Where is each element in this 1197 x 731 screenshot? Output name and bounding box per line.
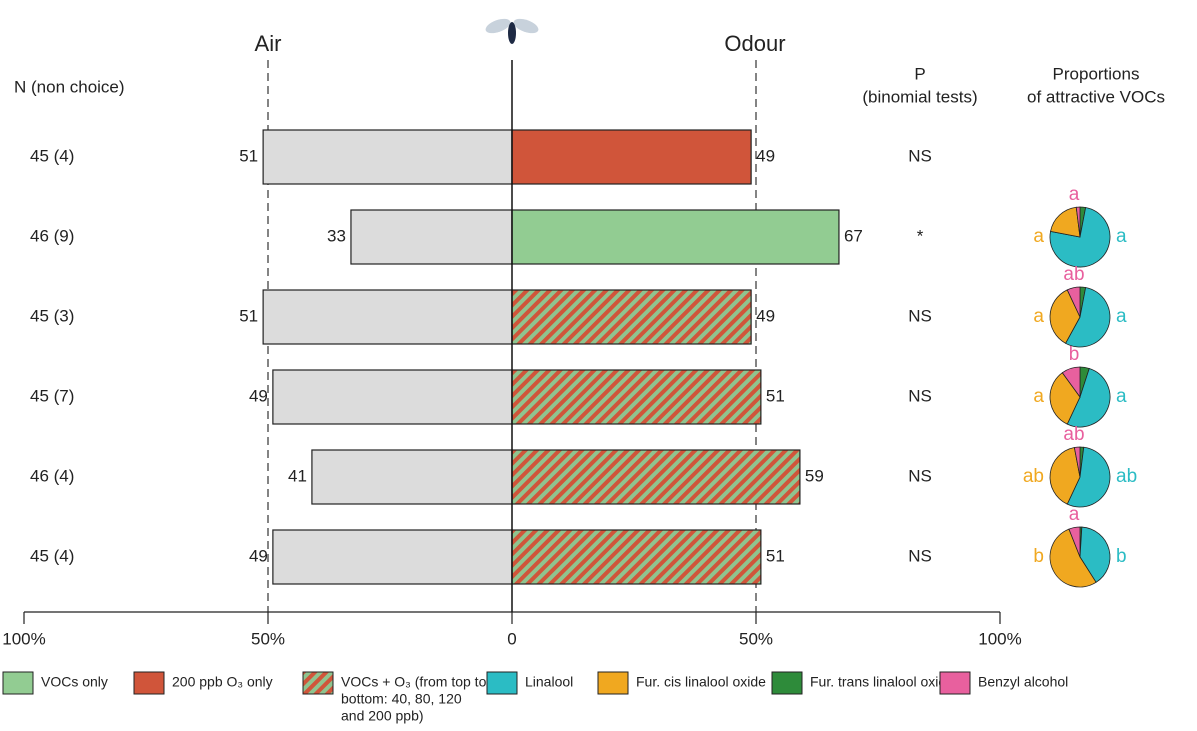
legend-label: VOCs + O₃ (from top to [341,674,487,690]
value-label: 49 [249,546,268,565]
row-label: 45 (4) [30,546,74,565]
bar [311,449,513,505]
bar [272,369,513,425]
n-header: N (non choice) [14,77,125,96]
value-label: 51 [239,146,258,165]
significance-letter: ab [1023,466,1044,487]
significance-letter: a [1116,226,1127,247]
odour-label: Odour [724,31,785,56]
value-label: 67 [844,226,863,245]
significance-letter: a [1033,306,1044,327]
legend-swatch [2,671,34,695]
pie-slice [1049,528,1097,588]
pie-slice [1066,286,1081,318]
value-label: 49 [756,146,775,165]
legend-label: bottom: 40, 80, 120 [341,691,462,707]
pie-header: of attractive VOCs [1027,87,1165,106]
bar [511,289,752,345]
significance-letter: b [1033,546,1044,567]
p-value: NS [908,386,932,405]
legend-swatch [486,671,518,695]
x-tick-label: 100% [978,629,1021,648]
significance-letter: b [1069,344,1080,365]
legend-label: Linalool [525,674,573,690]
significance-letter: b [1116,546,1127,567]
legend-label: Benzyl alcohol [978,674,1068,690]
pie-slice [1049,372,1081,425]
pie-slice [1066,367,1111,428]
bar [511,369,762,425]
value-label: 51 [766,386,785,405]
significance-letter: ab [1063,264,1084,285]
x-tick-label: 0 [507,629,516,648]
significance-letter: ab [1116,466,1137,487]
bar [511,129,752,185]
value-label: 41 [288,466,307,485]
significance-letter: a [1069,184,1080,205]
legend-label: Fur. trans linalool oxide [810,674,954,690]
bar [511,449,801,505]
row-label: 45 (3) [30,306,74,325]
fly-icon [485,18,539,44]
p-value: NS [908,146,932,165]
row-label: 46 (9) [30,226,74,245]
row-label: 45 (4) [30,146,74,165]
pie-slice [1049,289,1081,344]
significance-letter: a [1116,386,1127,407]
legend-label: 200 ppb O₃ only [172,674,273,690]
p-value: NS [908,466,932,485]
p-header: P [914,64,925,83]
x-tick-label: 50% [251,629,285,648]
value-label: 51 [766,546,785,565]
legend-swatch [771,671,803,695]
pie-slice [1073,446,1081,478]
value-label: 33 [327,226,346,245]
legend-swatch [939,671,971,695]
significance-letter: a [1033,226,1044,247]
legend-label: Fur. cis linalool oxide [636,674,766,690]
bar [272,529,513,585]
pie-slice [1061,366,1081,399]
pie-slice [1066,446,1111,508]
bar [262,289,513,345]
significance-letter: ab [1063,424,1084,445]
pie-header: Proportions [1053,64,1140,83]
row-label: 45 (7) [30,386,74,405]
bar [511,529,762,585]
x-tick-label: 100% [2,629,45,648]
legend-swatch [597,671,629,695]
bar [511,209,840,265]
p-value: NS [908,306,932,325]
bar [350,209,513,265]
value-label: 49 [756,306,775,325]
pie-slice [1068,526,1081,558]
p-value: NS [908,546,932,565]
value-label: 49 [249,386,268,405]
significance-letter: a [1033,386,1044,407]
p-value: * [917,226,924,245]
pie-slice [1075,206,1081,238]
pie-slice [1065,287,1111,348]
legend-swatch [133,671,165,695]
p-header: (binomial tests) [862,87,977,106]
legend-label: VOCs only [41,674,108,690]
value-label: 59 [805,466,824,485]
legend-label: and 200 ppb) [341,708,424,724]
significance-letter: a [1069,504,1080,525]
x-tick-label: 50% [739,629,773,648]
legend-swatch [302,671,334,695]
air-label: Air [255,31,282,56]
significance-letter: a [1116,306,1127,327]
pie-slice [1050,206,1081,238]
value-label: 51 [239,306,258,325]
pie-slice [1049,447,1081,505]
row-label: 46 (4) [30,466,74,485]
bar [262,129,513,185]
